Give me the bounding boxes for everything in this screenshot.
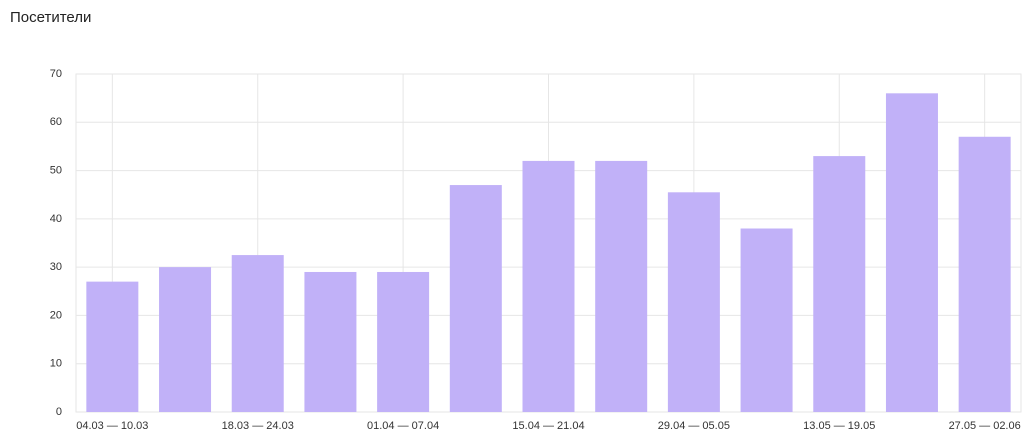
chart-title: Посетители [10,9,91,26]
bar [740,228,793,412]
x-tick-label: 01.04 — 07.04 [367,420,439,432]
bar [813,156,866,412]
x-tick-label: 18.03 — 24.03 [222,420,294,432]
bar [449,185,502,412]
bar [667,192,720,412]
bar [86,281,139,412]
y-tick-label: 60 [50,116,62,128]
bar [377,271,430,412]
y-tick-label: 40 [50,213,62,225]
bar [304,271,357,412]
x-tick-label: 13.05 — 19.05 [803,420,875,432]
y-tick-label: 70 [50,68,62,80]
bar [231,255,284,412]
y-tick-label: 10 [50,358,62,370]
y-tick-label: 50 [50,164,62,176]
x-tick-label: 29.04 — 05.05 [658,420,730,432]
y-tick-label: 20 [50,309,62,321]
bar [522,160,575,412]
x-tick-label: 27.05 — 02.06 [949,420,1021,432]
bar [595,160,648,412]
x-tick-label: 04.03 — 10.03 [76,420,148,432]
bar [159,267,212,412]
bar [885,93,938,413]
bar [958,136,1011,412]
y-tick-label: 30 [50,261,62,273]
y-tick-label: 0 [56,406,62,418]
x-tick-label: 15.04 — 21.04 [512,420,584,432]
